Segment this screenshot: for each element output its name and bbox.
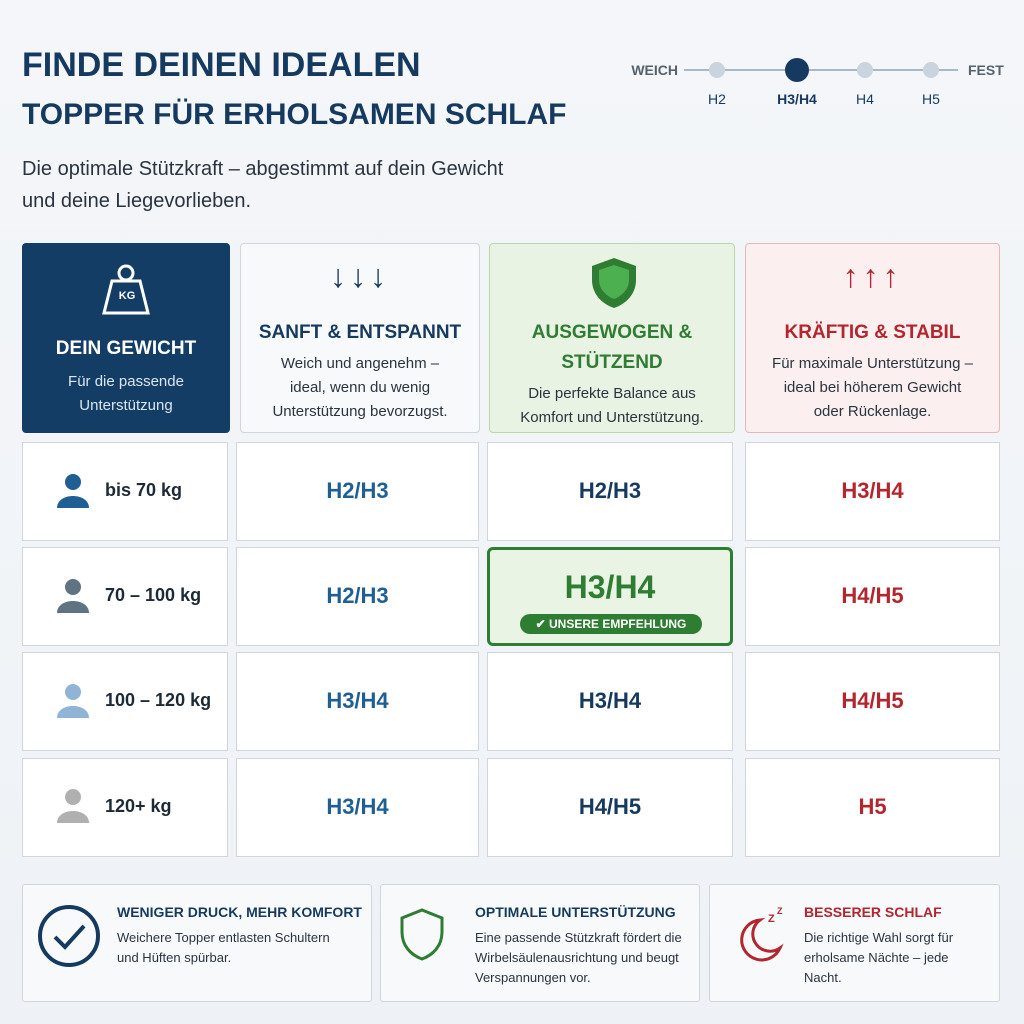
value: H5 (858, 794, 887, 819)
benefit-card (22, 884, 372, 1002)
svg-text:Z: Z (777, 906, 783, 916)
benefit-card (709, 884, 1000, 1002)
value-cell (745, 652, 1000, 751)
value: H3/H4 (578, 688, 642, 713)
row-cell (22, 758, 228, 857)
title: TOPPER FÜR ERHOLSAMEN SCHLAF (22, 98, 567, 131)
value: H3/H4 (326, 688, 389, 713)
value: H4/H5 (578, 794, 642, 819)
row-cell (22, 442, 228, 541)
scale-step: H3/H4 (777, 91, 817, 107)
benefit-text: Nacht. (804, 970, 842, 985)
weight-header (22, 243, 230, 433)
column-desc: Unterstützung bevorzugst. (272, 403, 448, 420)
column-title: SANFT & ENTSPANNT (258, 322, 462, 343)
row-cell (22, 652, 228, 751)
scale-dot (785, 58, 809, 82)
recommendation-badge: ✔ UNSERE EMPFEHLUNG (520, 614, 702, 634)
column-desc: oder Rückenlage. (813, 403, 932, 420)
benefit-title: WENIGER DRUCK, MEHR KOMFORT (117, 904, 362, 920)
subtitle: Die optimale Stützkraft – abgestimmt auf… (22, 158, 504, 180)
row-cell (22, 547, 228, 646)
weight-label: 70 – 100 kg (105, 585, 202, 605)
weight-label: 120+ kg (105, 796, 172, 816)
scale-start: WEICH (631, 62, 678, 78)
scale-dot (857, 62, 873, 78)
value-cell (236, 442, 479, 541)
value: H2/H3 (578, 478, 642, 503)
benefit-text: Die richtige Wahl sorgt für (804, 930, 954, 945)
value: H3/H4 (564, 569, 656, 605)
benefit-text: Weichere Topper entlasten Schultern (117, 930, 330, 945)
value: H2/H3 (326, 478, 389, 503)
scale-end: FEST (968, 62, 1004, 78)
kg-label: KG (118, 290, 136, 302)
arrows: ↑↑↑ (842, 258, 903, 294)
benefit-text: und Hüften spürbar. (117, 950, 232, 965)
benefit-title: OPTIMALE UNTERSTÜTZUNG (475, 904, 676, 920)
benefit-text: Verspannungen vor. (475, 970, 591, 985)
value: H4/H5 (841, 583, 904, 608)
weight-label: bis 70 kg (105, 480, 183, 500)
weight-desc: Unterstützung (79, 397, 173, 414)
value-cell (745, 442, 1000, 541)
benefit-text: Eine passende Stützkraft fördert die (475, 930, 682, 945)
value-cell (236, 547, 479, 646)
column-header (240, 243, 480, 433)
value-cell (745, 547, 1000, 646)
value: H2/H3 (326, 583, 389, 608)
column-header (489, 243, 735, 433)
benefit-title: BESSERER SCHLAF (804, 904, 942, 920)
value: H3/H4 (841, 478, 904, 503)
column-desc: ideal bei höherem Gewicht (783, 379, 962, 396)
scale-step: H5 (922, 91, 940, 107)
benefit-card (380, 884, 700, 1002)
benefit-text: erholsame Nächte – jede (804, 950, 949, 965)
column-desc: ideal, wenn du wenig (289, 379, 431, 396)
scale-dot (923, 62, 939, 78)
column-title: AUSGEWOGEN & (531, 322, 693, 343)
benefit-text: Wirbelsäulenausrichtung und beugt (475, 950, 679, 965)
weight-label: 100 – 120 kg (105, 690, 212, 710)
column-title: STÜTZEND (561, 352, 663, 373)
value-cell (487, 758, 733, 857)
value-cell (236, 652, 479, 751)
column-desc: Die perfekte Balance aus (528, 385, 696, 402)
column-header (745, 243, 1000, 433)
value-cell (236, 758, 479, 857)
arrows: ↓↓↓ (330, 258, 390, 294)
column-desc: Weich und angenehm – (280, 355, 440, 372)
svg-text:Z: Z (768, 913, 775, 925)
value: H3/H4 (326, 794, 389, 819)
scale-step: H4 (856, 91, 874, 107)
value-cell (487, 442, 733, 541)
value: H4/H5 (841, 688, 904, 713)
column-desc: Für maximale Unterstützung – (772, 355, 973, 372)
column-title: KRÄFTIG & STABIL (784, 322, 961, 343)
title: FINDE DEINEN IDEALEN (22, 46, 421, 84)
weight-desc: Für die passende (68, 373, 184, 390)
subtitle: und deine Liegevorlieben. (22, 190, 252, 212)
scale-dot (709, 62, 725, 78)
value-cell (745, 758, 1000, 857)
column-desc: Komfort und Unterstützung. (520, 409, 704, 426)
scale-step: H2 (708, 91, 726, 107)
weight-title: DEIN GEWICHT (55, 338, 197, 359)
value-cell (487, 652, 733, 751)
